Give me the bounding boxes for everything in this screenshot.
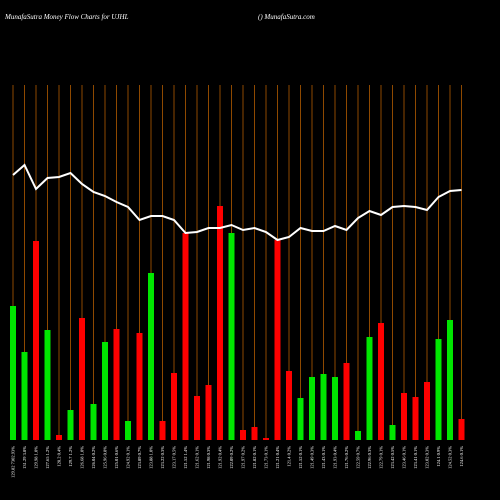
bar xyxy=(10,306,16,440)
x-tick-label: 125.96 0.8% xyxy=(103,446,108,469)
bar xyxy=(251,427,258,440)
x-tick-label: 121.92 0.4% xyxy=(218,446,223,469)
x-tick-label: 121.52 1.4% xyxy=(183,446,188,469)
x-tick-label: 123.22 0.3% xyxy=(160,446,165,469)
bar xyxy=(102,342,108,440)
bar xyxy=(159,421,166,440)
x-tick-label: 124.1 0.9% xyxy=(436,446,441,467)
x-tick-label: 129.98 1.0% xyxy=(34,446,39,469)
bar xyxy=(217,206,223,440)
x-tick-label: 128.2 0.4% xyxy=(57,446,62,467)
x-tick-label: 122.79 0.1% xyxy=(379,446,384,469)
bar xyxy=(67,410,74,440)
bar xyxy=(125,421,131,440)
bar xyxy=(171,373,177,440)
bar xyxy=(33,241,39,440)
bar xyxy=(412,397,419,440)
bar xyxy=(309,377,315,440)
bar xyxy=(136,333,143,440)
x-tick-label: 121.49 0.3% xyxy=(310,446,315,469)
x-tick-label: 122.59 0.7% xyxy=(356,446,361,469)
x-tick-label: 121.4 0.2% xyxy=(287,446,292,467)
x-tick-label: 121.98 0.3% xyxy=(206,446,211,469)
x-tick-label: 122.09 0.2% xyxy=(229,446,234,469)
bar xyxy=(366,337,373,440)
x-tick-label: 121.97 0.2% xyxy=(241,446,246,469)
x-tick-label: 126.68 1.0% xyxy=(80,446,85,469)
bar xyxy=(389,425,396,440)
bar xyxy=(458,419,465,440)
bar xyxy=(182,233,189,440)
price-line xyxy=(12,163,462,242)
x-tick-label: 123.88 1.0% xyxy=(149,446,154,469)
x-tick-label: 121.73 0.1% xyxy=(264,446,269,469)
x-tick-label: 121.82 0.1% xyxy=(252,446,257,469)
chart-subtitle: () MunafaSutra.com xyxy=(258,13,315,21)
bar xyxy=(447,320,453,440)
bar xyxy=(332,377,338,440)
bar xyxy=(113,329,120,440)
x-tick-label: 127.65 1.2% xyxy=(45,446,50,469)
x-tick-label: 123.17 0.5% xyxy=(172,446,177,469)
bar xyxy=(401,393,407,440)
bar xyxy=(56,435,62,440)
x-tick-label: 121.76 0.2% xyxy=(344,446,349,469)
bar xyxy=(228,233,235,440)
x-tick-label: 123.42 0.5% xyxy=(390,446,395,469)
bar xyxy=(263,438,269,440)
bar xyxy=(378,323,384,440)
x-tick-label: 123.46 0.1% xyxy=(402,446,407,469)
x-tick-label: 125.01 0.6% xyxy=(114,446,119,469)
chart-title: MunafaSutra Money Flow Charts for UJHL xyxy=(4,13,129,21)
x-tick-label: 129.82 7302.93% xyxy=(11,446,16,478)
x-tick-label: 124.6 0.1% xyxy=(459,446,464,467)
bar xyxy=(435,339,442,440)
bar xyxy=(424,382,430,440)
bar xyxy=(297,398,304,440)
x-tick-label: 121.52 0.1% xyxy=(298,446,303,469)
x-tick-label: 121.93 0.4% xyxy=(333,446,338,469)
bar xyxy=(240,430,246,440)
x-tick-label: 123.41 0.1% xyxy=(413,446,418,469)
x-tick-label: 121.62 0.1% xyxy=(195,446,200,469)
bar xyxy=(194,396,200,440)
x-tick-label: 121.21 0.4% xyxy=(275,446,280,469)
x-tick-label: 126.04 0.2% xyxy=(91,446,96,469)
x-tick-label: 122.96 0.3% xyxy=(367,446,372,469)
bar xyxy=(274,240,281,440)
bar xyxy=(286,371,292,440)
bar xyxy=(320,374,327,440)
x-tick-label: 124.52 0.3% xyxy=(448,446,453,469)
x-tick-label: 123.02 0.3% xyxy=(425,446,430,469)
bar xyxy=(343,363,350,440)
x-tick-label: 124.92 0.1% xyxy=(126,446,131,469)
x-tick-label: 121.43 0.1% xyxy=(321,446,326,469)
bar xyxy=(79,318,85,440)
x-tick-label: 131.29 3.8% xyxy=(22,446,27,469)
x-tick-label: 129.7 1.2% xyxy=(68,446,73,467)
bar xyxy=(44,330,51,440)
bar xyxy=(90,404,97,440)
bar xyxy=(21,352,28,440)
bar xyxy=(205,385,212,440)
x-tick-label: 123.89 0.7% xyxy=(137,446,142,469)
bar xyxy=(355,431,361,440)
bar xyxy=(148,273,154,440)
